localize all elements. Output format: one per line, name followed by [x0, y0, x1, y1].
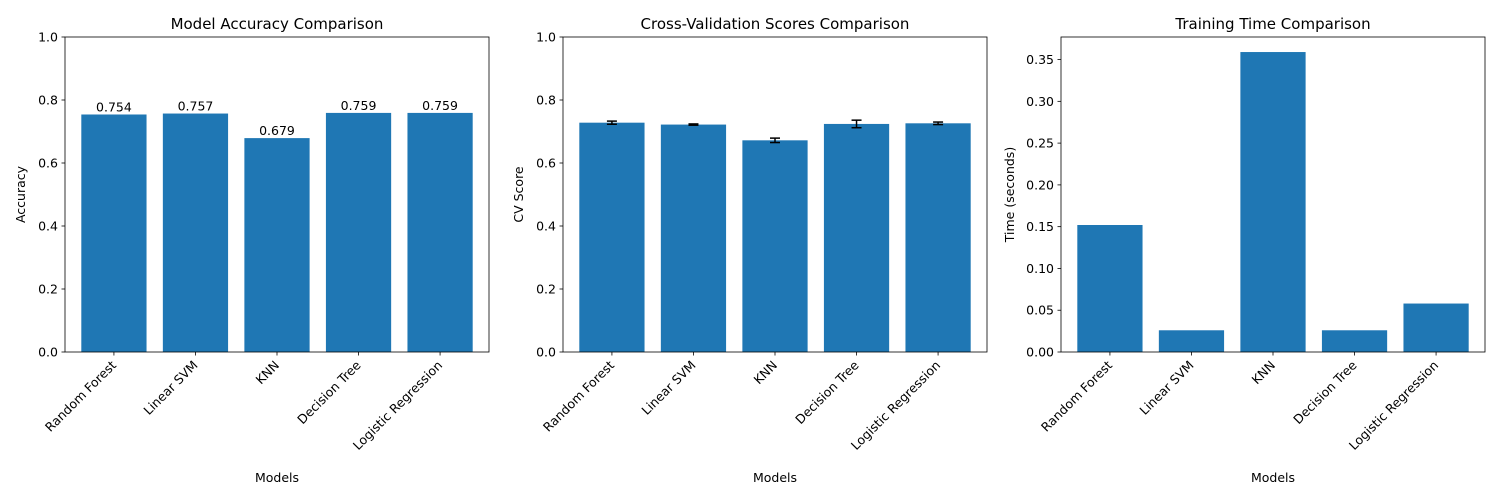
y-tick-label: 0.30 — [1026, 94, 1054, 109]
x-tick-label: Random Forest — [540, 357, 617, 434]
y-tick-label: 0.35 — [1026, 52, 1054, 67]
data-label: 0.757 — [178, 99, 214, 114]
y-tick-label: 0.8 — [536, 93, 556, 108]
x-tick-label: KNN — [750, 358, 780, 388]
chart-panel-2: 0.0 0.2 0.4 0.6 0.8 1.0 Random Forest Linear SV… — [511, 15, 988, 485]
bar — [1321, 330, 1388, 352]
chart-title: Cross-Validation Scores Comparison — [641, 15, 910, 33]
chart-panel-3: 0.00 0.05 0.10 0.15 0.20 0.25 0.30 0.35 Random F… — [1002, 15, 1486, 485]
y-tick-label: 0.0 — [536, 345, 556, 360]
y-tick-label: 0.20 — [1026, 177, 1054, 192]
x-axis-label: Models — [1251, 470, 1295, 485]
bar — [1240, 52, 1306, 352]
y-tick-label: 0.00 — [1026, 345, 1054, 360]
bar — [1158, 330, 1225, 352]
x-axis-label: Models — [753, 470, 797, 485]
chart-panel-1: 0.754 0.757 0.679 0.759 0.759 0.0 0.2 0.4 0.6 0.8… — [13, 15, 490, 485]
x-tick-label: KNN — [252, 358, 282, 388]
data-label: 0.679 — [259, 123, 295, 138]
y-tick-label: 0.4 — [38, 219, 58, 234]
chart-title: Model Accuracy Comparison — [171, 15, 384, 33]
x-tick-label: Random Forest — [1038, 357, 1115, 434]
bar — [823, 123, 890, 352]
y-tick-label: 0.2 — [38, 282, 58, 297]
y-axis-label: Accuracy — [13, 165, 28, 223]
data-label: 0.754 — [96, 99, 132, 114]
x-tick-label: Logistic Regression — [350, 358, 445, 453]
y-tick-label: 0.25 — [1026, 136, 1054, 151]
x-axis-label: Models — [255, 470, 299, 485]
bar — [407, 112, 473, 352]
x-tick-label: Logistic Regression — [848, 358, 943, 453]
y-tick-label: 0.8 — [38, 93, 58, 108]
y-axis-label: CV Score — [511, 166, 526, 223]
bar — [742, 140, 808, 352]
bar — [244, 138, 310, 352]
y-tick-label: 0.05 — [1026, 303, 1054, 318]
data-label: 0.759 — [341, 98, 377, 113]
bar — [81, 114, 147, 353]
bar — [1403, 303, 1469, 352]
bar — [905, 123, 971, 352]
y-tick-label: 0.10 — [1026, 261, 1054, 276]
bar — [579, 122, 645, 353]
y-tick-label: 0.6 — [536, 156, 556, 171]
x-tick-label: Decision Tree — [1290, 357, 1360, 427]
bar — [1077, 225, 1143, 352]
x-tick-label: Decision Tree — [294, 357, 364, 427]
x-tick-label: Decision Tree — [792, 357, 862, 427]
x-tick-label: KNN — [1248, 358, 1278, 388]
bar — [325, 112, 392, 352]
y-axis-label: Time (seconds) — [1002, 147, 1017, 243]
chart-title: Training Time Comparison — [1174, 15, 1370, 33]
y-tick-label: 0.4 — [536, 219, 556, 234]
y-tick-label: 0.15 — [1026, 219, 1054, 234]
data-label: 0.759 — [422, 98, 458, 113]
y-tick-label: 1.0 — [38, 30, 58, 45]
y-tick-label: 0.2 — [536, 282, 556, 297]
y-tick-label: 0.0 — [38, 345, 58, 360]
y-tick-label: 0.6 — [38, 156, 58, 171]
bar — [162, 113, 229, 352]
bar — [660, 124, 727, 352]
x-tick-label: Linear SVM — [1136, 358, 1196, 418]
x-tick-label: Random Forest — [42, 357, 119, 434]
x-tick-label: Linear SVM — [140, 358, 200, 418]
x-tick-label: Logistic Regression — [1346, 358, 1441, 453]
x-tick-label: Linear SVM — [638, 358, 698, 418]
y-tick-label: 1.0 — [536, 30, 556, 45]
